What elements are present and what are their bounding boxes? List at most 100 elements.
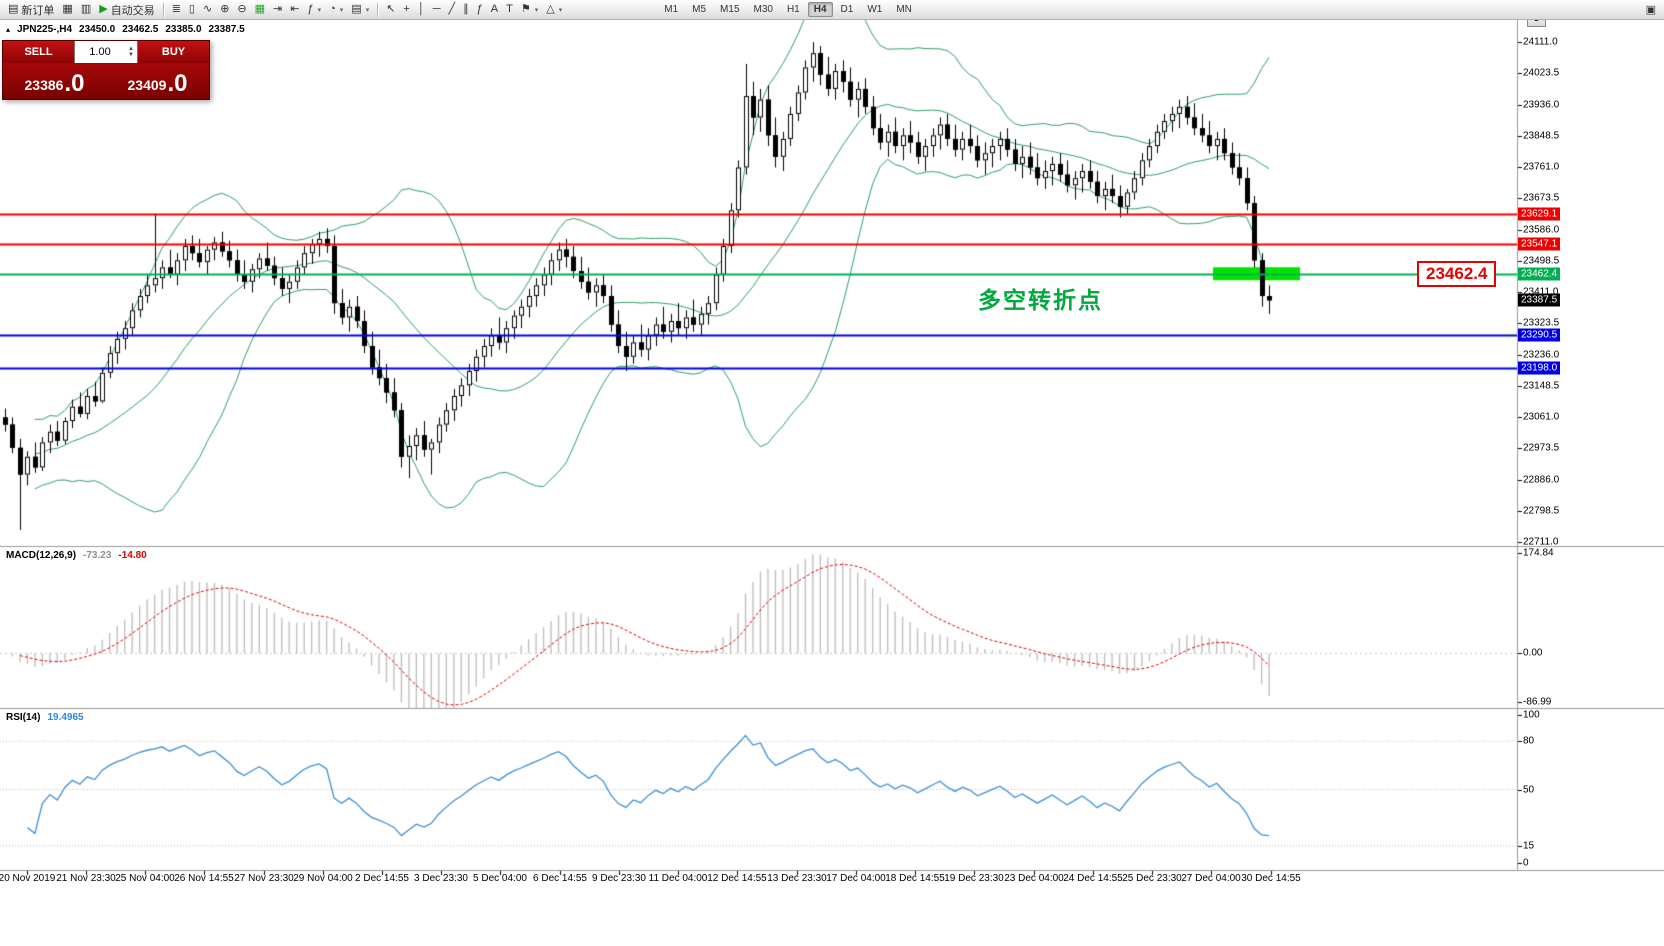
terminal-window-button[interactable]: ▣ [1645, 4, 1656, 16]
periods-button[interactable]: ◔ ▾ [325, 1, 347, 18]
chevron-down-icon[interactable]: ▾ [339, 6, 344, 14]
timeframe-m5[interactable]: M5 [692, 4, 707, 15]
crosshair-button[interactable]: + [399, 1, 413, 18]
zoom-out-icon: ⊖ [237, 3, 247, 15]
tile-windows-icon: ▦ [254, 3, 266, 15]
collapse-panel-icon[interactable]: ▴ [6, 25, 11, 34]
macd-axis-label: -86.99 [1523, 696, 1552, 708]
horizontal-line-button[interactable]: ─ [429, 1, 445, 18]
timeframe-mn[interactable]: MN [896, 4, 912, 15]
candlestick-chart-icon: ▯ [188, 3, 195, 15]
candlestick-chart-button[interactable]: ▯ [185, 1, 199, 18]
date-axis-label: 11 Dec 04:00 [648, 873, 708, 884]
periods-icon: ◔ [329, 3, 336, 15]
volume-value[interactable]: 1.00 [89, 46, 111, 58]
price-axis-label: 23148.5 [1523, 380, 1560, 392]
cursor-button[interactable]: ↖ [382, 1, 399, 18]
auto-scroll-button[interactable]: ⇥ [269, 1, 286, 18]
timeframe-d1[interactable]: D1 [840, 4, 854, 15]
date-axis-label: 3 Dec 23:30 [414, 873, 468, 884]
hline-price-label[interactable]: 23198.0 [1518, 361, 1561, 375]
crosshair-icon: + [403, 3, 410, 15]
chevron-down-icon[interactable]: ▾ [365, 6, 370, 14]
timeframe-m30[interactable]: M30 [753, 4, 773, 15]
rsi-axis-label: 15 [1523, 840, 1535, 852]
rsi-axis-label: 0 [1523, 857, 1529, 869]
timeframe-h4[interactable]: H4 [807, 2, 833, 17]
trendline-button[interactable]: ╱ [445, 1, 460, 18]
chart-symbol: JPN225-,H4 [17, 24, 73, 35]
price-axis-label: 23061.0 [1523, 411, 1560, 423]
bar-chart-button[interactable]: ≣ [168, 1, 185, 18]
date-axis-label: 26 Nov 14:55 [174, 873, 234, 884]
fibonacci-button[interactable]: ƒ [473, 1, 487, 18]
date-axis-label: 5 Dec 04:00 [473, 873, 527, 884]
auto-trading-button[interactable]: ▶ 自动交易 [95, 1, 158, 18]
tile-windows-button[interactable]: ▦ [251, 1, 269, 18]
zoom-in-icon: ⊕ [220, 3, 230, 15]
macd-signal-value: -14.80 [118, 550, 147, 561]
chevron-down-icon[interactable]: ▾ [558, 6, 563, 14]
market-watch-button[interactable]: ▥ [77, 1, 95, 18]
templates-button[interactable]: ▤ ▾ [347, 1, 373, 18]
buy-button[interactable]: BUY [138, 41, 209, 63]
zoom-in-button[interactable]: ⊕ [216, 1, 233, 18]
chart-shift-icon: ⇤ [290, 3, 300, 15]
sell-button[interactable]: SELL [3, 41, 74, 63]
buy-price: 23409.0 [106, 63, 209, 99]
timeframe-h1[interactable]: H1 [786, 4, 800, 15]
shapes-button[interactable]: △ ▾ [542, 1, 566, 18]
volume-stepper[interactable]: 1.00 ▲ ▼ [74, 41, 138, 63]
hline-price-label[interactable]: 23462.4 [1518, 267, 1561, 281]
timeframe-m1[interactable]: M1 [664, 4, 679, 15]
price-axis-label: 23673.5 [1523, 192, 1560, 204]
date-axis-label: 30 Dec 14:55 [1241, 873, 1301, 884]
date-axis-label: 13 Dec 23:30 [767, 873, 827, 884]
channel-button[interactable]: ∥ [459, 1, 473, 18]
chart-shift-button[interactable]: ⇤ [286, 1, 303, 18]
price-axis-label: 24023.5 [1523, 67, 1560, 79]
auto-trading-button-label: 自动交易 [110, 4, 155, 17]
arrows-button[interactable]: ⚑ ▾ [517, 1, 542, 18]
price-axis-label: 23236.0 [1523, 349, 1560, 361]
hline-price-label[interactable]: 23290.5 [1518, 328, 1561, 342]
price-axis-label: 23411.0 [1523, 286, 1559, 298]
rsi-axis-label: 100 [1523, 709, 1540, 721]
chevron-down-icon[interactable]: ▾ [317, 6, 322, 14]
market-watch-icon: ▥ [80, 3, 92, 15]
indicators-button[interactable]: ƒ ▾ [303, 1, 325, 18]
hline-price-label[interactable]: 23629.1 [1518, 207, 1561, 221]
hline-price-label[interactable]: 23547.1 [1518, 237, 1561, 250]
date-axis-label: 21 Nov 23:30 [56, 873, 116, 884]
date-axis-label: 9 Dec 23:30 [592, 873, 646, 884]
macd-axis-label: 174.84 [1523, 547, 1554, 559]
timeframe-m15[interactable]: M15 [720, 4, 740, 15]
text-label-button[interactable]: T [502, 1, 517, 18]
spinner-down-icon[interactable]: ▼ [128, 52, 134, 58]
ohlc-high: 23462.5 [122, 24, 159, 35]
auto-scroll-icon: ⇥ [273, 3, 283, 15]
price-axis-label: 22886.0 [1523, 474, 1560, 486]
date-axis-label: 18 Dec 14:55 [885, 873, 945, 884]
macd-axis-label: 0.00 [1523, 647, 1543, 659]
spinner-up-icon[interactable]: ▲ [128, 46, 134, 52]
zoom-out-button[interactable]: ⊖ [233, 1, 250, 18]
line-chart-button[interactable]: ∿ [199, 1, 216, 18]
turning-point-annotation[interactable]: 多空转折点 [978, 287, 1103, 313]
rsi-value: 19.4965 [47, 712, 84, 723]
text-button[interactable]: A [487, 1, 502, 18]
chevron-down-icon[interactable]: ▾ [534, 6, 539, 14]
chart-window-button[interactable]: ▦ [58, 1, 76, 18]
text-label-icon: T [506, 3, 513, 15]
new-order-button[interactable]: ▤ 新订单 [4, 1, 58, 18]
timeframe-w1[interactable]: W1 [867, 4, 883, 15]
price-digits: .0 [167, 70, 188, 97]
price-callout-label[interactable]: 23462.4 [1417, 261, 1497, 287]
price-axis-label: 23936.0 [1523, 99, 1560, 111]
volume-spinner[interactable]: ▲ ▼ [125, 46, 137, 58]
macd-label: MACD(12,26,9) -73.23 -14.80 [6, 550, 147, 561]
vertical-line-button[interactable]: │ [414, 1, 429, 18]
price-axis-label: 23848.5 [1523, 130, 1560, 142]
shapes-icon: △ [546, 3, 555, 15]
